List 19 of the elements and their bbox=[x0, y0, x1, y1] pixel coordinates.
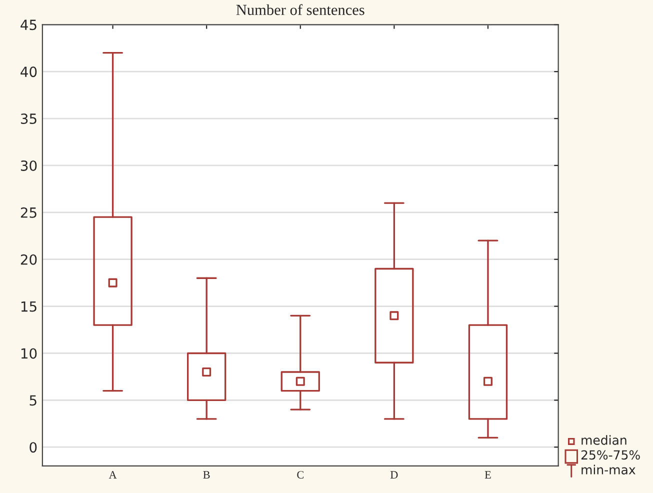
y-tick-label: 25 bbox=[20, 207, 36, 218]
y-tick-label: 20 bbox=[20, 254, 37, 265]
y-tick-label: 40 bbox=[20, 66, 37, 78]
text: 25%-75% bbox=[581, 450, 640, 460]
y-tick-label: 30 bbox=[20, 160, 37, 171]
y-tick-label: 15 bbox=[21, 301, 36, 312]
x-tick-label: D bbox=[390, 471, 398, 478]
x-tick-label: C bbox=[297, 471, 304, 479]
chart-title: Number of sentences bbox=[236, 4, 364, 16]
y-tick-label: 5 bbox=[30, 395, 36, 406]
y-tick-label: 35 bbox=[20, 114, 36, 124]
text: min-max bbox=[582, 464, 636, 474]
x-tick-label: E bbox=[484, 471, 491, 478]
y-tick-label: 10 bbox=[21, 348, 37, 359]
text: median bbox=[582, 435, 626, 445]
x-tick-label: B bbox=[203, 471, 210, 478]
x-tick-label: A bbox=[108, 471, 117, 478]
y-tick-label: 0 bbox=[30, 442, 37, 453]
y-tick-label: 45 bbox=[20, 20, 36, 30]
